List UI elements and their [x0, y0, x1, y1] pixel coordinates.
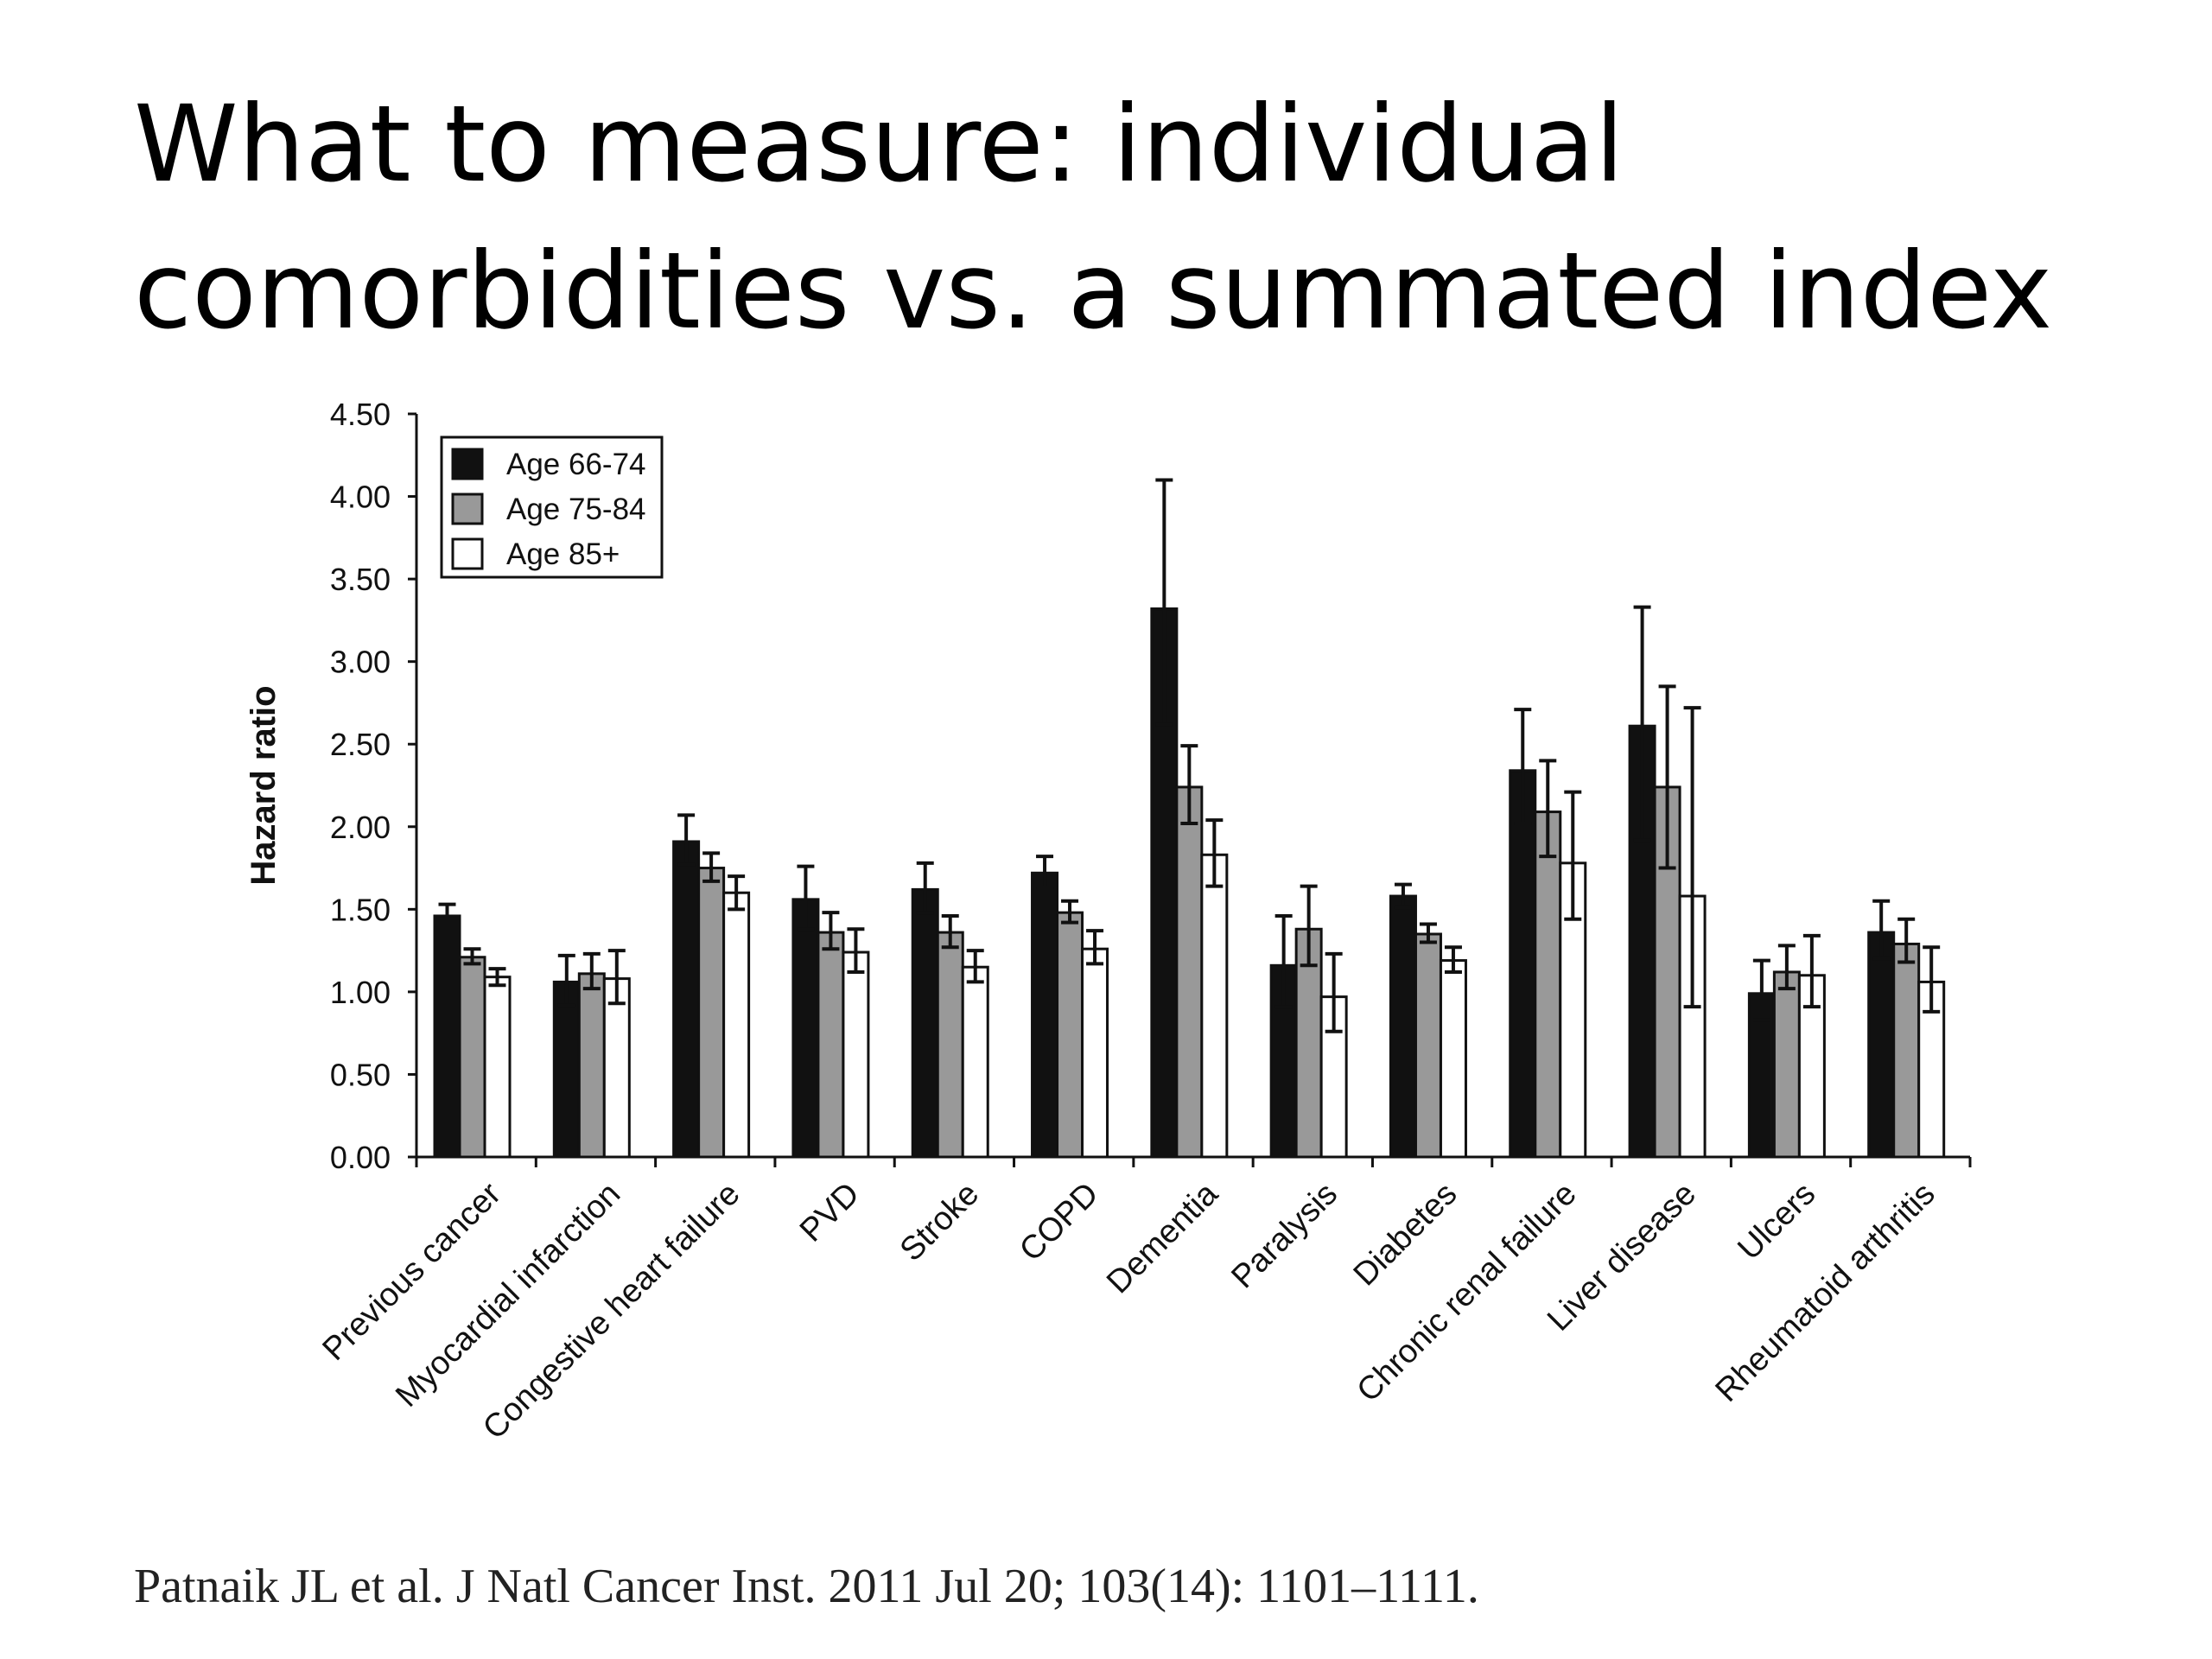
y-tick-label: 4.50	[330, 397, 391, 432]
bar-rheumatoid-arthritis-series-1	[1867, 931, 1896, 1159]
bar-diabetes-series-2	[1414, 932, 1442, 1159]
y-tick-label: 4.00	[330, 480, 391, 515]
bar-copd-series-3	[1081, 947, 1109, 1159]
y-tick-label: 1.50	[330, 892, 391, 927]
bar-chronic-renal-failure-series-1	[1509, 769, 1537, 1159]
bar-copd-series-2	[1056, 911, 1084, 1159]
y-tick-label: 1.00	[330, 975, 391, 1010]
bar-congestive-heart-failure-series-1	[672, 840, 701, 1159]
bar-myocardial-infarction-series-3	[602, 977, 631, 1159]
x-category-label: PVD	[793, 1176, 867, 1249]
y-tick-label: 2.00	[330, 810, 391, 845]
bar-stroke-series-3	[961, 965, 989, 1159]
bar-ulcers-series-2	[1772, 970, 1801, 1159]
bar-dementia-series-2	[1175, 785, 1204, 1159]
y-axis-title: Hazard ratio	[245, 685, 283, 885]
title-line-2: comorbidities vs. a summated index	[134, 230, 2053, 353]
bar-congestive-heart-failure-series-2	[697, 867, 726, 1159]
bar-myocardial-infarction-series-2	[577, 972, 606, 1159]
bar-congestive-heart-failure-series-3	[722, 891, 751, 1159]
bar-diabetes-series-1	[1389, 894, 1417, 1159]
legend-swatch	[451, 537, 484, 570]
y-tick-label: 3.00	[330, 645, 391, 680]
y-tick-label: 2.50	[330, 727, 391, 762]
bar-copd-series-1	[1031, 871, 1059, 1159]
x-category-label: Paralysis	[1224, 1176, 1344, 1296]
bar-pvd-series-2	[817, 931, 845, 1159]
bar-pvd-series-1	[791, 898, 820, 1159]
bar-previous-cancer-series-3	[483, 976, 512, 1159]
y-tick-label: 0.00	[330, 1140, 391, 1175]
bar-myocardial-infarction-series-1	[552, 980, 581, 1159]
x-category-label: Ulcers	[1731, 1176, 1822, 1268]
x-category-label: Dementia	[1100, 1175, 1225, 1300]
bar-pvd-series-3	[842, 950, 870, 1159]
legend-label: Age 66-74	[506, 448, 646, 481]
y-tick-label: 0.50	[330, 1057, 391, 1092]
bar-rheumatoid-arthritis-series-2	[1892, 942, 1921, 1159]
bar-stroke-series-2	[936, 931, 964, 1159]
citation: Patnaik JL et al. J Natl Cancer Inst. 20…	[134, 1560, 1479, 1613]
legend-swatch	[451, 448, 484, 480]
y-tick-label: 3.50	[330, 562, 391, 597]
x-category-label: COPD	[1013, 1176, 1105, 1268]
x-category-label: Myocardial infarction	[389, 1176, 627, 1414]
slide-title: What to measure: individual comorbiditie…	[134, 71, 2121, 365]
x-category-label: Rheumatoid arthritis	[1708, 1176, 1942, 1409]
legend-label: Age 85+	[506, 537, 620, 571]
bar-dementia-series-3	[1200, 853, 1229, 1159]
bar-stroke-series-1	[911, 887, 939, 1159]
x-category-label: Diabetes	[1347, 1176, 1465, 1294]
bar-diabetes-series-3	[1439, 959, 1467, 1159]
bar-previous-cancer-series-1	[433, 914, 461, 1159]
bar-chronic-renal-failure-series-2	[1534, 810, 1562, 1159]
x-category-label: Chronic renal failure	[1351, 1176, 1584, 1409]
legend-label: Age 75-84	[506, 493, 646, 526]
title-line-1: What to measure: individual	[134, 83, 1624, 206]
bar-previous-cancer-series-2	[458, 956, 486, 1159]
x-category-label: Stroke	[893, 1176, 986, 1268]
legend-swatch	[451, 493, 484, 525]
